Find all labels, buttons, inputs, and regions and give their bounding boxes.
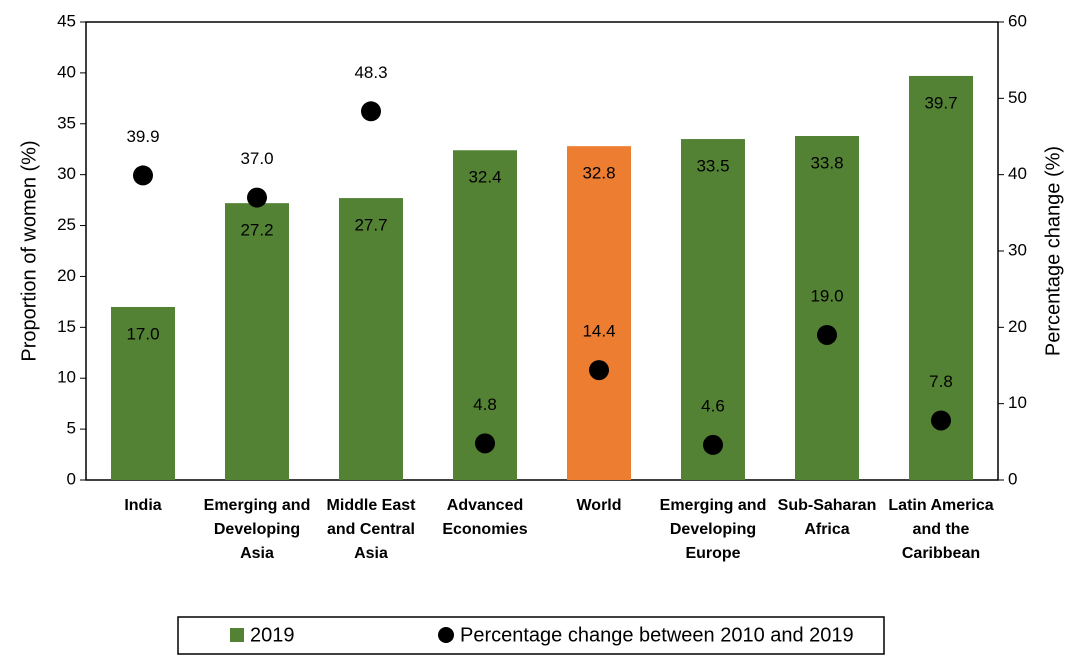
y-tick-label: 25 <box>57 215 76 234</box>
y2-tick-label: 30 <box>1008 240 1027 259</box>
y2-tick-label: 50 <box>1008 88 1027 107</box>
bar-value-label: 33.5 <box>696 157 729 176</box>
dot <box>589 360 609 381</box>
dot-value-label: 39.9 <box>126 127 159 146</box>
dot-value-label: 48.3 <box>354 63 387 82</box>
y-tick-label: 0 <box>67 469 76 488</box>
bar-value-label: 27.7 <box>354 216 387 235</box>
x-tick-label: Sub-Saharan Africa <box>778 497 877 538</box>
bar-value-label: 33.8 <box>810 153 843 172</box>
bar-value-label: 32.4 <box>468 168 501 187</box>
y-tick-label: 20 <box>57 266 76 285</box>
dot-value-label: 37.0 <box>240 149 273 168</box>
y2-axis-title: Percentage change (%) <box>1042 146 1064 356</box>
bar <box>111 306 175 480</box>
y-tick-label: 35 <box>57 113 76 132</box>
bar <box>339 198 403 480</box>
x-tick-label: Advanced Economies <box>442 497 527 538</box>
bar-value-label: 39.7 <box>924 93 957 112</box>
plot-frame <box>85 21 999 481</box>
x-tick-label: Emerging and Developing Asia <box>204 497 311 562</box>
dot-value-label: 4.6 <box>701 396 725 415</box>
x-tick-label: India <box>124 497 161 514</box>
dot <box>133 165 153 186</box>
dot <box>817 324 837 345</box>
y-tick-label: 15 <box>57 317 76 336</box>
bar-value-label: 27.2 <box>240 221 273 240</box>
bar <box>681 139 745 481</box>
dot-value-label: 4.8 <box>473 395 497 414</box>
x-tick-label: Middle East and Central Asia <box>327 497 417 562</box>
x-tick-label: World <box>576 497 621 514</box>
legend-label: Percentage change between 2010 and 2019 <box>460 624 854 646</box>
y-tick-label: 45 <box>57 11 76 30</box>
bar <box>225 203 289 481</box>
y-tick-label: 5 <box>67 419 76 438</box>
dot-value-label: 19.0 <box>810 286 843 305</box>
dot-value-label: 7.8 <box>929 372 953 391</box>
dot <box>247 187 267 208</box>
legend-label: 2019 <box>250 624 295 646</box>
y-tick-label: 40 <box>57 62 76 81</box>
legend-box <box>177 616 885 655</box>
bar <box>567 146 631 480</box>
dot-value-label: 14.4 <box>582 322 615 341</box>
legend-swatch <box>438 627 454 643</box>
y2-tick-label: 10 <box>1008 393 1027 412</box>
y-tick-label: 10 <box>57 368 76 387</box>
dot <box>475 433 495 454</box>
y2-tick-label: 20 <box>1008 317 1027 336</box>
y2-tick-label: 60 <box>1008 11 1027 30</box>
y-axis-title: Proportion of women (%) <box>18 140 40 361</box>
y-tick-label: 30 <box>57 164 76 183</box>
legend-swatch <box>230 628 244 642</box>
dot <box>931 410 951 431</box>
x-tick-label: Latin America and the Caribbean <box>888 497 993 562</box>
x-tick-label: Emerging and Developing Europe <box>660 497 767 562</box>
bar-value-label: 17.0 <box>126 324 159 343</box>
bar <box>795 135 859 481</box>
bar <box>453 150 517 481</box>
dot <box>703 434 723 455</box>
bar-value-label: 32.8 <box>582 164 615 183</box>
y2-tick-label: 0 <box>1008 469 1017 488</box>
y2-tick-label: 40 <box>1008 164 1027 183</box>
dot <box>361 101 381 122</box>
